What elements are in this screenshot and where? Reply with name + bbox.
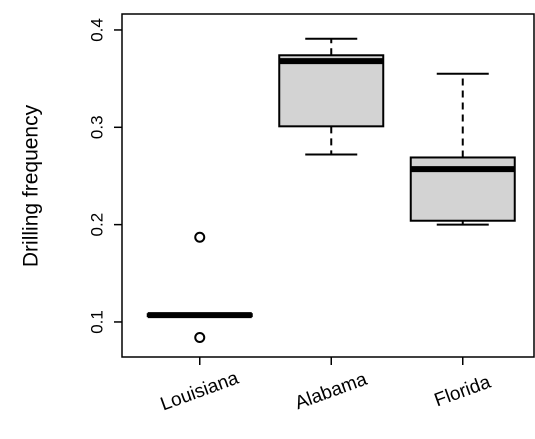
y-axis-label: Drilling frequency: [20, 104, 43, 267]
outlier: [194, 231, 206, 243]
y-tick-label: 0.1: [87, 310, 106, 334]
plot-frame: [121, 13, 535, 358]
y-tick-label: 0.4: [87, 18, 106, 42]
y-tick-label: 0.3: [87, 115, 106, 139]
x-tick-label: Louisiana: [158, 368, 242, 416]
x-tick-label: Florida: [432, 372, 494, 412]
x-tick-label: Alabama: [292, 369, 370, 415]
y-tick-label: 0.2: [87, 213, 106, 237]
outlier: [194, 332, 206, 344]
box: [278, 54, 385, 128]
